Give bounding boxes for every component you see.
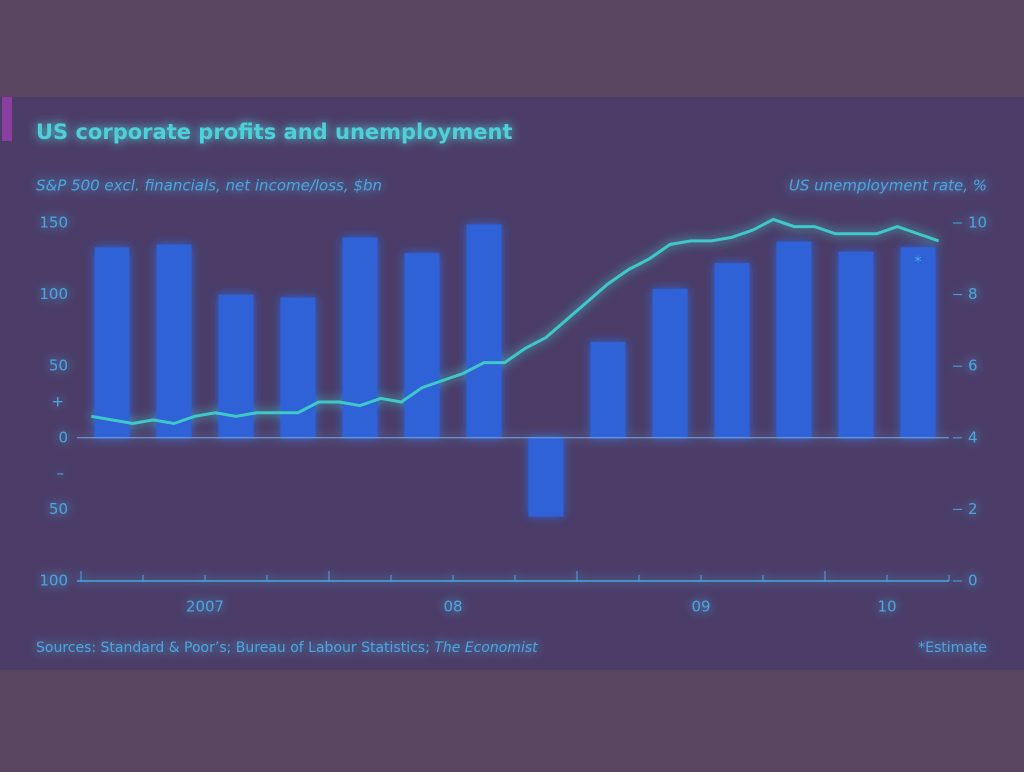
x-year-label: 2007 <box>186 598 224 616</box>
source: Sources: Standard & Poor’s; Bureau of La… <box>36 640 538 656</box>
y-tick-label: 100 <box>39 572 68 590</box>
x-year-label: 10 <box>877 598 896 616</box>
y-axis-label: S&P 500 excl. financials, net income/los… <box>36 177 382 195</box>
y-tick-label: 50 <box>49 500 68 518</box>
unemployment-line <box>91 217 940 426</box>
y2-tick-label: 0 <box>968 572 978 590</box>
bar <box>714 263 750 438</box>
y-tick-label: 50 <box>49 357 68 375</box>
bar <box>94 247 130 438</box>
y2-tick-label: 2 <box>968 500 978 518</box>
source-italic: The Economist <box>434 640 538 656</box>
bar <box>528 437 564 517</box>
plot: US corporate profits and unemployment S&… <box>36 120 987 656</box>
bar <box>652 288 688 438</box>
bar <box>156 244 192 438</box>
y-tick-label: 100 <box>39 285 68 303</box>
y-tick-label: 150 <box>39 214 68 232</box>
y2-tick-label: 6 <box>968 357 978 375</box>
source-prefix: Sources: Standard & Poor’s; Bureau of La… <box>36 640 430 656</box>
bar <box>900 247 936 438</box>
chart-title: US corporate profits and unemployment <box>36 120 512 144</box>
x-year-label: 09 <box>691 598 710 616</box>
tab <box>2 97 12 141</box>
y2-tick-label: 4 <box>968 428 978 446</box>
bar <box>838 251 874 438</box>
x-year-label: 08 <box>443 598 462 616</box>
y-tick-label: 0 <box>58 428 68 446</box>
bar <box>466 224 502 438</box>
y2-tick-label: 8 <box>968 285 978 303</box>
estimate-marker: * <box>914 253 922 271</box>
sign-label: + <box>51 393 64 411</box>
bar <box>280 297 316 438</box>
bar <box>342 237 378 438</box>
y2-tick-label: 10 <box>968 214 987 232</box>
sign-label: – <box>57 464 65 482</box>
y2-axis-label: US unemployment rate, % <box>789 177 987 195</box>
note: *Estimate <box>918 640 987 656</box>
bar <box>404 253 440 438</box>
bar <box>776 241 812 438</box>
bar <box>590 341 626 438</box>
